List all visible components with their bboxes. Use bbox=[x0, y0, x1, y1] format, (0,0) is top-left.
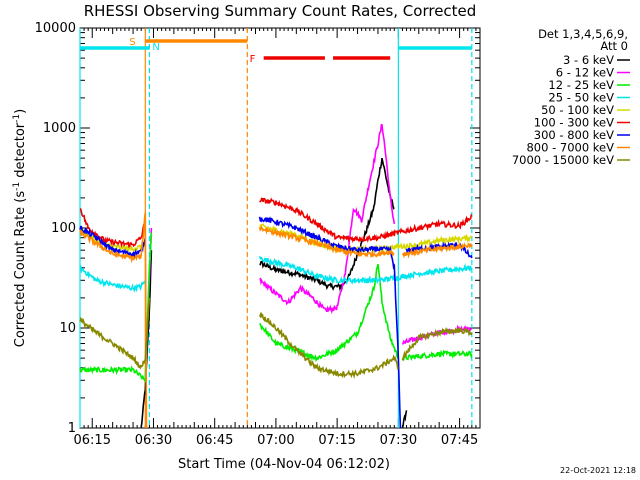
legend-header: Att 0 bbox=[600, 39, 628, 53]
legend-entry-label: 6 - 12 keV bbox=[556, 66, 614, 80]
y-tick-label: 1000 bbox=[43, 121, 76, 136]
legend-header: Det 1,3,4,5,6,9, bbox=[538, 27, 628, 41]
series-line bbox=[259, 123, 396, 315]
y-tick-label: 10 bbox=[59, 321, 76, 336]
x-tick-label: 06:45 bbox=[196, 433, 233, 448]
chart-title: RHESSI Observing Summary Count Rates, Co… bbox=[84, 2, 477, 20]
series-8 bbox=[79, 297, 473, 379]
legend-entry-label: 25 - 50 keV bbox=[548, 91, 614, 105]
series-line bbox=[401, 410, 408, 429]
series-line bbox=[79, 265, 147, 293]
series-line bbox=[79, 232, 153, 383]
series-line bbox=[258, 312, 399, 379]
legend-entry-label: 50 - 100 keV bbox=[541, 103, 614, 117]
series-3 bbox=[79, 256, 473, 293]
series-line bbox=[258, 256, 473, 285]
legend-entry-label: 12 - 25 keV bbox=[548, 78, 614, 92]
series-line bbox=[258, 197, 473, 244]
series-5 bbox=[79, 197, 473, 249]
x-tick-label: 07:30 bbox=[380, 433, 417, 448]
series-1 bbox=[144, 123, 473, 381]
series-line bbox=[79, 212, 148, 429]
y-axis-label-sup1: -1 bbox=[12, 182, 22, 191]
series-line bbox=[259, 264, 399, 362]
legend-entry-label: 800 - 7000 keV bbox=[526, 141, 614, 155]
legend-entry-label: 300 - 800 keV bbox=[534, 128, 614, 142]
timestamp: 22-Oct-2021 12:18 bbox=[560, 466, 636, 475]
series-line bbox=[258, 225, 395, 258]
series-line bbox=[79, 225, 147, 260]
x-tick-label: 07:15 bbox=[318, 433, 355, 448]
y-tick-label: 10000 bbox=[35, 21, 76, 36]
series-line bbox=[259, 157, 395, 292]
plot-area: 1 10 100 1000 10000 06:15 06:30 06:45 07:00 07:15… bbox=[35, 21, 481, 448]
y-axis-label-part1: Corrected Count Rate (s bbox=[13, 191, 28, 348]
x-axis-label: Start Time (04-Nov-04 06:12:02) bbox=[178, 457, 390, 472]
series-6 bbox=[79, 216, 473, 429]
flag-label-n: N bbox=[152, 42, 159, 53]
series-line bbox=[79, 208, 147, 249]
series-line bbox=[401, 349, 473, 362]
series-line bbox=[401, 326, 473, 362]
y-axis-label-part2: detector bbox=[13, 122, 28, 182]
series-7 bbox=[79, 212, 473, 429]
x-tick-label: 06:30 bbox=[135, 433, 172, 448]
series-line bbox=[401, 241, 473, 259]
y-tick-label: 1 bbox=[68, 421, 76, 436]
y-axis-label-sup2: -1 bbox=[12, 114, 22, 123]
x-tick-label: 07:00 bbox=[257, 433, 294, 448]
y-axis-label-part3: ) bbox=[13, 109, 28, 114]
legend-entry-label: 7000 - 15000 keV bbox=[512, 153, 614, 167]
x-tick-label: 07:45 bbox=[441, 433, 478, 448]
legend-entry-label: 3 - 6 keV bbox=[563, 53, 614, 67]
flag-label-s: S bbox=[129, 37, 135, 48]
series-line bbox=[79, 297, 151, 370]
y-tick-label: 100 bbox=[51, 221, 76, 236]
legend-entry-label: 100 - 300 keV bbox=[534, 116, 614, 130]
flag-label-f: F bbox=[250, 54, 256, 65]
y-axis-label: Corrected Count Rate (s-1 detector-1) bbox=[12, 109, 28, 347]
series-2 bbox=[79, 232, 473, 383]
x-tick-label: 06:15 bbox=[74, 433, 111, 448]
